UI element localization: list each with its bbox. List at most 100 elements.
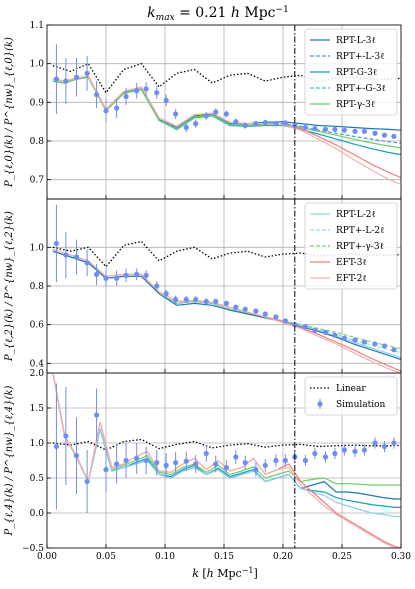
y-tick-label: 1.0 bbox=[30, 60, 45, 70]
simulation-point bbox=[193, 461, 199, 467]
simulation-point bbox=[332, 450, 338, 457]
simulation-point bbox=[292, 322, 298, 328]
simulation-point bbox=[203, 113, 209, 119]
simulation-point bbox=[183, 458, 189, 464]
legend-label: RPT+-L-2ℓ bbox=[336, 226, 384, 236]
simulation-point bbox=[391, 347, 397, 353]
simulation-point bbox=[352, 128, 358, 134]
simulation-point bbox=[84, 478, 90, 485]
legend-box bbox=[304, 202, 398, 290]
simulation-point bbox=[114, 105, 120, 111]
simulation-point bbox=[63, 252, 69, 258]
simulation-point bbox=[53, 76, 60, 82]
legend-label: RPT-L-2ℓ bbox=[336, 210, 376, 220]
simulation-point bbox=[282, 318, 288, 324]
simulation-point bbox=[114, 461, 120, 467]
simulation-point bbox=[123, 93, 129, 100]
y-tick-label: 0.6 bbox=[30, 321, 45, 331]
legend-marker bbox=[317, 401, 323, 407]
legend-label: EFT-2ℓ bbox=[336, 274, 367, 284]
legend-box bbox=[304, 376, 398, 416]
simulation-point bbox=[253, 467, 259, 473]
series-line bbox=[52, 62, 401, 94]
series-line bbox=[52, 248, 401, 373]
simulation-point bbox=[173, 460, 179, 466]
y-tick-label: −0.5 bbox=[22, 544, 44, 554]
simulation-point bbox=[84, 260, 90, 266]
legend-label: Simulation bbox=[336, 400, 386, 410]
y-tick-label: 1.1 bbox=[30, 21, 44, 31]
simulation-point bbox=[341, 447, 347, 453]
legend-label: RPT-G-3ℓ bbox=[336, 68, 377, 78]
simulation-point bbox=[312, 450, 318, 457]
simulation-point bbox=[103, 467, 109, 473]
simulation-point bbox=[143, 272, 149, 278]
legend-label: RPT+-γ-3ℓ bbox=[336, 242, 384, 252]
simulation-point bbox=[223, 111, 229, 117]
simulation-point bbox=[372, 440, 378, 446]
y-tick-label: 0.8 bbox=[30, 282, 45, 292]
simulation-point bbox=[154, 90, 160, 96]
y-tick-label: 1.0 bbox=[30, 243, 45, 253]
simulation-point bbox=[163, 291, 169, 297]
legend-label: RPT-γ-3ℓ bbox=[336, 100, 375, 110]
legend-label: EFT-3ℓ bbox=[336, 258, 367, 268]
simulation-point bbox=[163, 97, 169, 103]
simulation-point bbox=[134, 455, 140, 461]
simulation-point bbox=[282, 457, 288, 464]
simulation-point bbox=[63, 433, 69, 439]
simulation-point bbox=[391, 133, 397, 139]
simulation-point bbox=[103, 275, 109, 281]
simulation-point bbox=[223, 464, 229, 471]
legend-label: Linear bbox=[336, 384, 366, 394]
y-tick-label: 2.0 bbox=[30, 369, 45, 379]
legend-label: RPT-L-3ℓ bbox=[336, 36, 376, 46]
y-axis-label: P_{ℓ,0}(k) / P^{nw}_{ℓ,0}(k) bbox=[4, 37, 15, 188]
y-tick-label: 0.5 bbox=[30, 474, 45, 484]
simulation-point bbox=[253, 121, 259, 127]
y-axis-label: P_{ℓ,4}(k) / P^{nw}_{ℓ,4}(k) bbox=[4, 385, 15, 536]
legend-label: RPT+-L-3ℓ bbox=[336, 52, 384, 62]
simulation-point bbox=[361, 447, 368, 453]
x-tick-label: 0.05 bbox=[96, 552, 116, 562]
simulation-point bbox=[183, 296, 189, 303]
simulation-point bbox=[213, 461, 219, 467]
simulation-point bbox=[352, 448, 358, 454]
x-tick-label: 0.25 bbox=[332, 552, 352, 562]
simulation-point bbox=[332, 126, 338, 132]
simulation-point bbox=[381, 132, 388, 138]
x-tick-label: 0.20 bbox=[273, 552, 293, 562]
panel-hexadecapole: −0.5 0.0 0.5 1.0 1.5 2.0 0.00 0.05 0.10 0.15 0.20 0… bbox=[4, 369, 411, 562]
simulation-point bbox=[123, 272, 129, 278]
simulation-point bbox=[143, 86, 149, 92]
legend: Linear Simulation bbox=[304, 376, 398, 416]
series-group bbox=[52, 44, 401, 185]
simulation-point bbox=[302, 457, 309, 464]
series-line bbox=[52, 373, 401, 518]
series-group bbox=[52, 204, 401, 373]
simulation-point bbox=[273, 314, 279, 320]
simulation-point bbox=[391, 440, 397, 446]
simulation-point bbox=[93, 92, 100, 98]
simulation-point bbox=[381, 343, 388, 349]
simulation-point bbox=[173, 296, 179, 303]
simulation-point bbox=[361, 128, 368, 134]
simulation-point bbox=[233, 119, 239, 125]
simulation-point bbox=[193, 121, 199, 127]
x-tick-label: 0.15 bbox=[214, 552, 234, 562]
y-tick-label: 0.4 bbox=[30, 359, 45, 369]
simulation-point bbox=[213, 109, 219, 115]
simulation-point bbox=[73, 254, 80, 260]
simulation-point bbox=[223, 300, 229, 306]
simulation-point bbox=[53, 443, 60, 450]
simulation-point bbox=[203, 450, 209, 457]
simulation-point bbox=[213, 298, 219, 305]
simulation-point bbox=[103, 108, 109, 114]
simulation-point bbox=[73, 74, 80, 80]
simulation-point bbox=[273, 121, 279, 127]
simulation-point bbox=[134, 88, 140, 94]
simulation-point bbox=[312, 126, 318, 132]
simulation-point bbox=[322, 329, 329, 335]
x-axis-label: k [h Mpc−1] bbox=[192, 566, 258, 580]
